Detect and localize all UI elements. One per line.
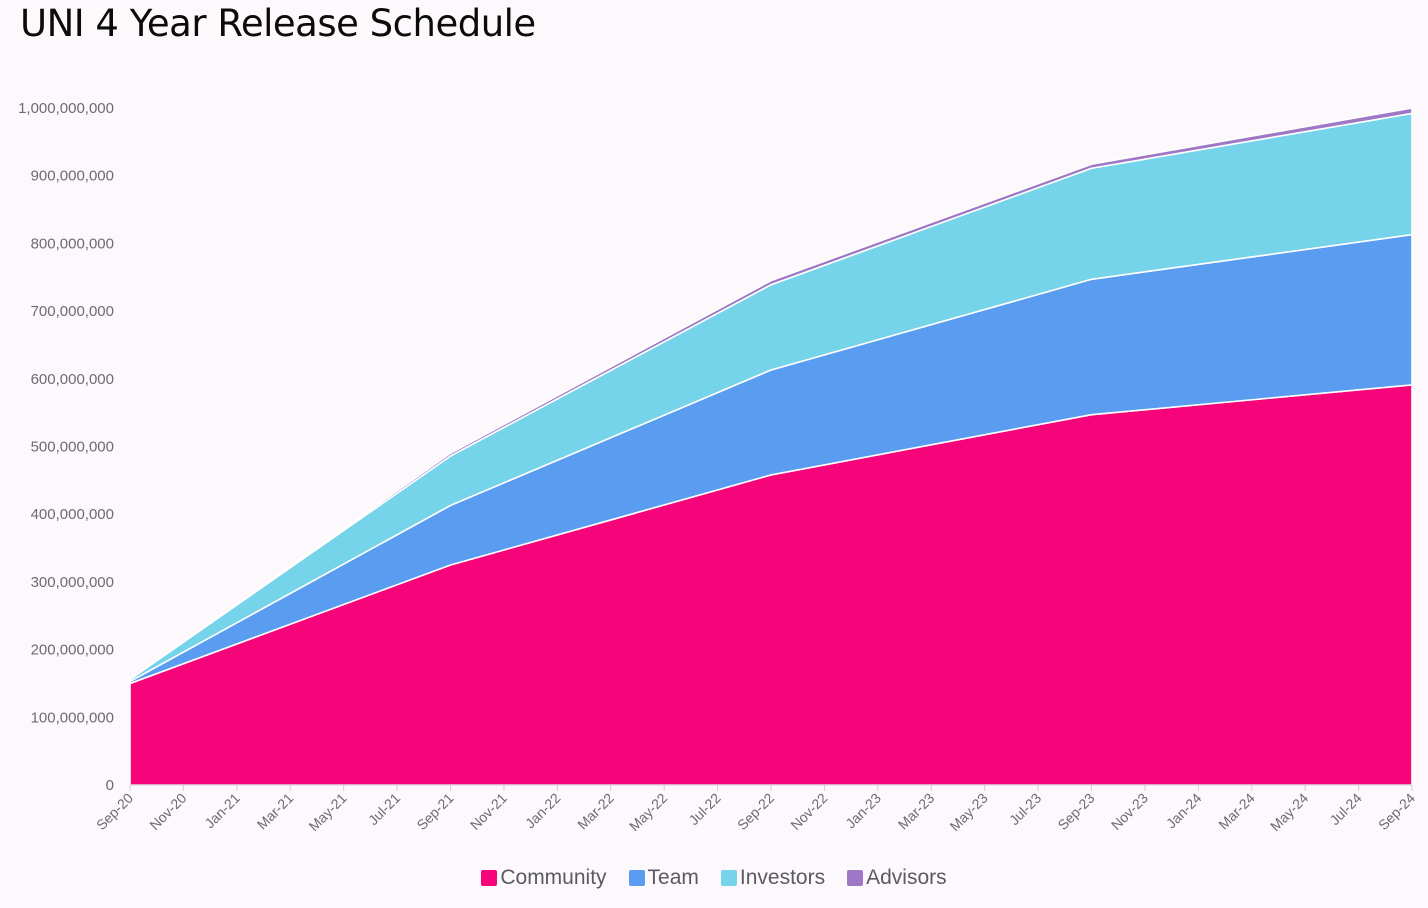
x-tick-label: Sep-21 [413,790,456,833]
x-tick-label: Jul-21 [365,790,403,828]
legend-label-team: Team [647,866,699,889]
x-tick-label: Jul-22 [685,790,723,828]
x-tick-label: Mar-24 [1215,790,1258,833]
x-tick-label: Nov-22 [787,790,830,833]
x-tick-label: Mar-22 [574,790,617,833]
y-tick-label: 1,000,000,000 [18,100,114,117]
legend-item-community[interactable]: Community [481,866,607,890]
x-tick-label: Sep-23 [1054,790,1097,833]
x-tick-label: Jan-23 [842,790,884,832]
legend-swatch-investors [720,870,737,886]
y-tick-label: 800,000,000 [31,235,114,252]
x-tick-label: May-22 [626,790,670,834]
legend-swatch-team [628,870,645,886]
chart-title: UNI 4 Year Release Schedule [20,2,536,45]
legend-label-community: Community [500,866,607,889]
y-tick-label: 0 [106,777,114,794]
x-tick-label: Sep-24 [1375,790,1418,833]
x-tick-label: May-21 [305,790,349,834]
y-tick-label: 500,000,000 [31,439,114,456]
y-tick-label: 600,000,000 [31,371,114,388]
y-tick-label: 100,000,000 [31,709,114,726]
area-advisors[interactable] [129,107,1413,681]
legend-item-team[interactable]: Team [628,866,699,890]
x-tick-label: Jul-23 [1006,790,1044,828]
y-tick-label: 700,000,000 [31,303,114,320]
y-tick-label: 200,000,000 [31,642,114,659]
x-tick-label: May-23 [946,790,990,834]
legend-swatch-advisors [847,870,864,886]
x-tick-label: Mar-21 [254,790,297,833]
y-tick-label: 900,000,000 [31,168,114,185]
legend-item-advisors[interactable]: Advisors [847,866,947,890]
legend-label-advisors: Advisors [866,866,947,889]
x-tick-label: Nov-23 [1108,790,1151,833]
x-tick-label: Jul-24 [1326,790,1364,828]
x-tick-label: Sep-20 [93,790,136,833]
x-tick-label: May-24 [1267,790,1311,834]
legend-label-investors: Investors [739,866,826,889]
y-tick-label: 300,000,000 [31,574,114,591]
x-tick-label: Sep-22 [734,790,777,833]
x-tick-label: Mar-23 [895,790,938,833]
legend-item-investors[interactable]: Investors [720,866,826,890]
legend: Community Team Investors Advisors [0,866,1428,890]
x-tick-label: Nov-20 [146,790,189,833]
x-tick-label: Jan-22 [522,790,564,832]
x-tick-label: Jan-21 [201,790,243,832]
legend-swatch-community [481,870,498,886]
x-tick-label: Nov-21 [467,790,510,833]
x-tick-label: Jan-24 [1163,790,1205,832]
y-tick-label: 400,000,000 [31,506,114,523]
